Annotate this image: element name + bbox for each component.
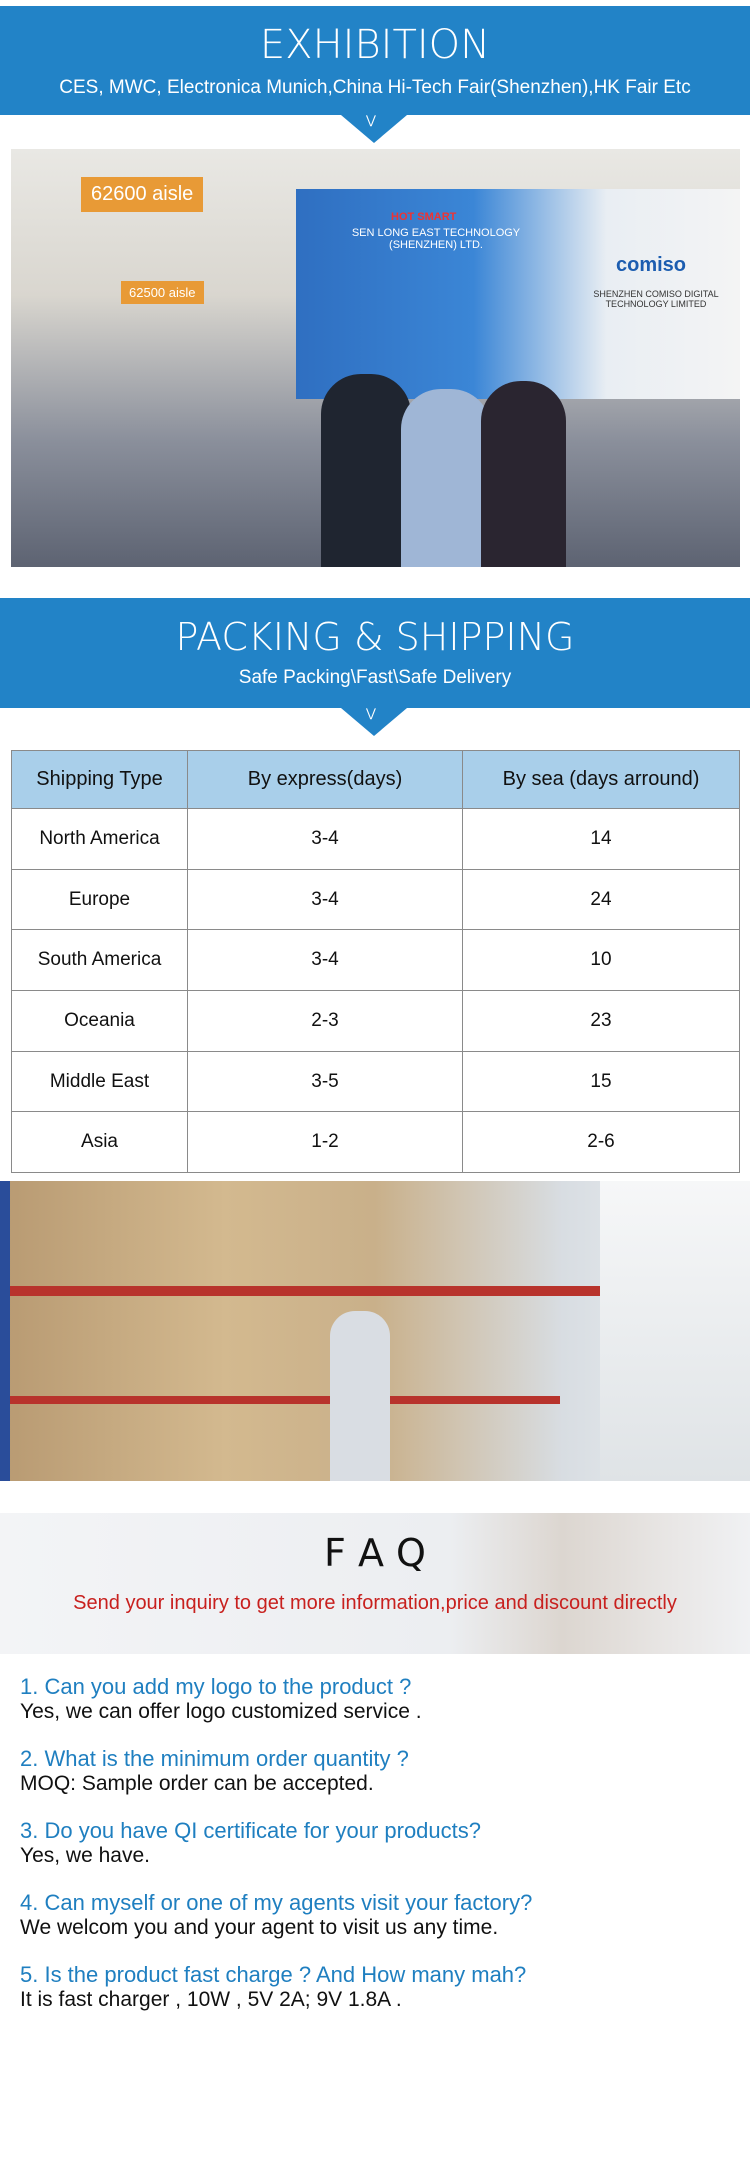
region: Oceania	[11, 990, 188, 1052]
warehouse-photo	[0, 1181, 750, 1481]
express-days: 2-3	[187, 990, 463, 1052]
express-days: 3-5	[187, 1050, 463, 1113]
faq-item: 3. Do you have QI certificate for your p…	[20, 1818, 740, 1868]
exhibition-banner: EXHIBITION CES, MWC, Electronica Munich,…	[0, 6, 750, 115]
exhibition-title: EXHIBITION	[259, 22, 491, 68]
faq-question: 3. Do you have QI certificate for your p…	[20, 1818, 482, 1843]
header-shipping-type: Shipping Type	[11, 750, 188, 809]
table-header-row: Shipping Type By express(days) By sea (d…	[11, 750, 740, 809]
faq-item: 5. Is the product fast charge ? And How …	[20, 1962, 740, 2012]
header-express: By express(days)	[187, 750, 463, 809]
region: Europe	[11, 868, 188, 931]
region: South America	[11, 929, 188, 992]
express-days: 3-4	[187, 929, 463, 992]
faq-item: 2. What is the minimum order quantity ? …	[20, 1746, 740, 1796]
faq-item: 4. Can myself or one of my agents visit …	[20, 1890, 740, 1940]
faq-question: 2. What is the minimum order quantity ?	[20, 1746, 409, 1771]
packing-title: PACKING & SHIPPING	[175, 615, 575, 659]
faq-question: 1. Can you add my logo to the product ?	[20, 1674, 412, 1699]
faq-answer: We welcom you and your agent to visit us…	[20, 1916, 499, 1939]
region: North America	[11, 808, 188, 870]
packing-banner: PACKING & SHIPPING Safe Packing\Fast\Saf…	[0, 598, 750, 708]
table-row: North America 3-4 14	[11, 808, 740, 870]
sea-days: 23	[462, 990, 740, 1052]
faq-question: 5. Is the product fast charge ? And How …	[20, 1962, 527, 1987]
exhibition-subtitle: CES, MWC, Electronica Munich,China Hi-Te…	[59, 77, 691, 98]
sea-days: 2-6	[462, 1111, 740, 1174]
sea-days: 15	[462, 1050, 740, 1113]
header-sea: By sea (days arround)	[462, 750, 740, 809]
express-days: 1-2	[187, 1111, 463, 1174]
table-row: Middle East 3-5 15	[11, 1050, 740, 1113]
exhibition-sign: 62600 aisle	[81, 177, 204, 212]
sea-days: 14	[462, 808, 740, 870]
sea-days: 24	[462, 868, 740, 931]
booth-logo: comiso	[616, 254, 687, 276]
faq-question: 4. Can myself or one of my agents visit …	[20, 1890, 533, 1915]
booth-sign: SHENZHEN COMISO DIGITAL TECHNOLOGY LIMIT…	[593, 289, 719, 309]
faq-answer: Yes, we can offer logo customized servic…	[20, 1700, 422, 1723]
faq-banner: F A Q Send your inquiry to get more info…	[0, 1513, 750, 1654]
exhibition-sign: 62500 aisle	[121, 281, 204, 304]
shipping-table: Shipping Type By express(days) By sea (d…	[11, 750, 740, 1174]
table-row: Europe 3-4 24	[11, 868, 740, 931]
booth-logo: HOT SMART	[391, 211, 457, 223]
faq-answer: Yes, we have.	[20, 1844, 150, 1867]
region: Middle East	[11, 1050, 188, 1113]
faq-answer: It is fast charger , 10W , 5V 2A; 9V 1.8…	[20, 1988, 402, 2011]
faq-title: F A Q	[324, 1531, 426, 1575]
chevron-down-icon: ⋁	[341, 114, 407, 143]
faq-answer: MOQ: Sample order can be accepted.	[20, 1772, 374, 1795]
faq-subtitle: Send your inquiry to get more informatio…	[73, 1592, 677, 1614]
chevron-down-icon: ⋁	[341, 707, 407, 736]
packing-subtitle: Safe Packing\Fast\Safe Delivery	[238, 667, 512, 688]
region: Asia	[11, 1111, 188, 1174]
table-row: Oceania 2-3 23	[11, 990, 740, 1052]
table-row: Asia 1-2 2-6	[11, 1111, 740, 1174]
sea-days: 10	[462, 929, 740, 992]
express-days: 3-4	[187, 868, 463, 931]
exhibition-photo: 62600 aisle 62500 aisle SEN LONG EAST TE…	[11, 149, 740, 567]
express-days: 3-4	[187, 808, 463, 870]
faq-item: 1. Can you add my logo to the product ? …	[20, 1674, 740, 1724]
table-row: South America 3-4 10	[11, 929, 740, 992]
booth-sign: SEN LONG EAST TECHNOLOGY (SHENZHEN) LTD.	[351, 227, 521, 251]
